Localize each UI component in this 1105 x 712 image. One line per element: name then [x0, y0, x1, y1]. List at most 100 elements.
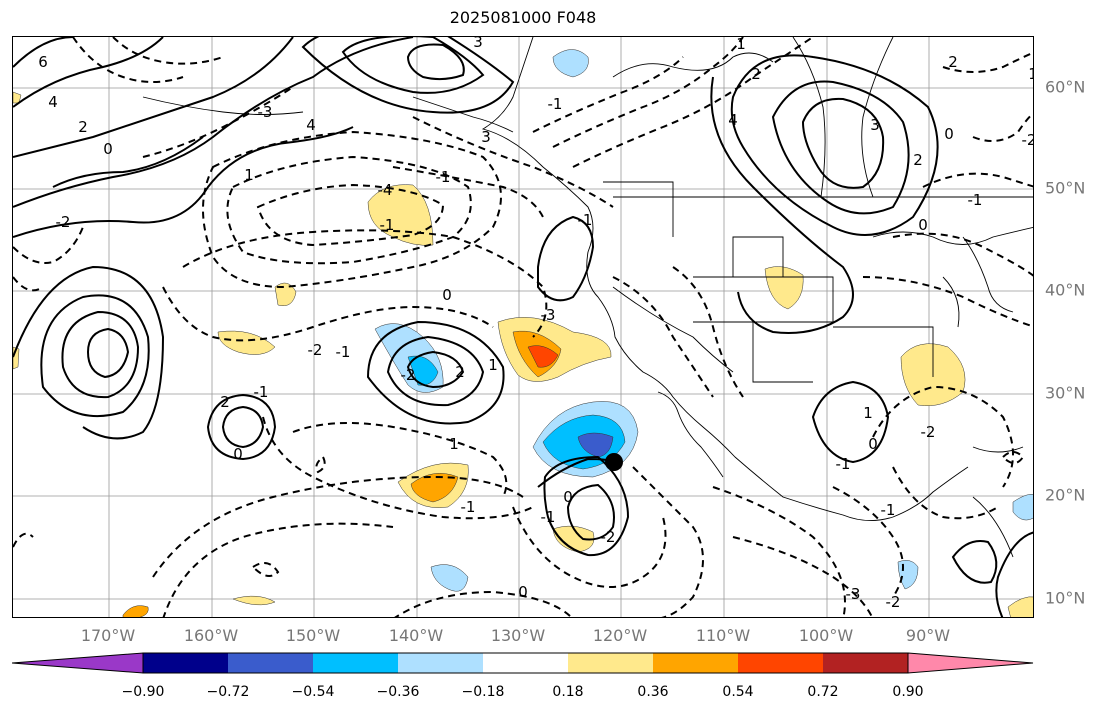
colorbar-extend-max: [907, 652, 1034, 674]
latitude-label: 50°N: [1045, 178, 1086, 198]
contour-label: -2: [308, 341, 323, 359]
contour-label: -1: [541, 508, 556, 526]
latitude-label: 40°N: [1045, 280, 1086, 300]
shade-patch: [1007, 596, 1033, 617]
colorbar-segment: [568, 653, 653, 673]
storm-marker: [605, 453, 623, 471]
longitude-label: 140°W: [388, 626, 444, 645]
contour-label: -2: [1022, 131, 1034, 149]
shade-patch: [274, 282, 297, 306]
shade-patch: [527, 345, 559, 368]
colorbar-tick-label: 0.72: [807, 684, 839, 700]
longitude-label: 110°W: [695, 626, 751, 645]
contour-label: 0: [103, 140, 113, 158]
contour-label: 1: [1028, 65, 1034, 83]
map-title: 2025081000 F048: [449, 8, 597, 27]
contour-label: 3: [473, 37, 483, 51]
colorbar-segment: [483, 653, 568, 673]
shade-patch: [232, 595, 276, 606]
shade-patch: [552, 49, 589, 78]
map-panel[interactable]: 6 4 2 0 -2 1 -3 -4 -1 4 3 2 -2 1 -1 0 -1 3 2 -1 0 -1 -2 0 -1 1 0 -1…: [12, 36, 1034, 618]
contour-label: 0: [868, 435, 878, 453]
contour-label: 3: [481, 128, 491, 146]
contour-label: -2: [56, 213, 71, 231]
graticule-grid: [13, 37, 1033, 617]
contour-label: -1: [578, 211, 593, 229]
colorbar-tick-label: −0.36: [376, 684, 420, 700]
latitude-label: 60°N: [1045, 77, 1086, 97]
colorbar-segment: [143, 653, 228, 673]
longitude-label: 160°W: [183, 626, 239, 645]
colorbar-tick-label: −0.90: [121, 684, 165, 700]
contour-label: 2: [948, 53, 958, 71]
contour-label: -1: [254, 383, 269, 401]
longitude-label: 90°W: [905, 626, 951, 645]
contour-label: 1: [736, 37, 746, 53]
map-canvas: 6 4 2 0 -2 1 -3 -4 -1 4 3 2 -2 1 -1 0 -1 3 2 -1 0 -1 -2 0 -1 1 0 -1…: [13, 37, 1034, 617]
longitude-label: 170°W: [80, 626, 136, 645]
shade-patch: [122, 605, 149, 617]
contour-label: 1: [449, 435, 459, 453]
contour-label: -2: [886, 593, 901, 611]
contour-label: -2: [401, 366, 416, 384]
latitude-label: 30°N: [1045, 383, 1086, 403]
colorbar-segment: [313, 653, 398, 673]
contour-label: 4: [48, 93, 58, 111]
contour-label: 0: [233, 445, 243, 463]
colorbar-extend-min: [12, 652, 144, 674]
longitude-label: 130°W: [490, 626, 546, 645]
colorbar: [12, 652, 1034, 674]
contour-label: 4: [728, 111, 738, 129]
contour-label: 0: [944, 125, 954, 143]
contour-label: -3: [846, 585, 861, 603]
contour-labels: 6 4 2 0 -2 1 -3 -4 -1 4 3 2 -2 1 -1 0 -1 3 2 -1 0 -1 -2 0 -1 1 0 -1…: [38, 37, 1034, 611]
colorbar-tick-label: 0.54: [722, 684, 754, 700]
contour-label: -1: [548, 95, 563, 113]
colorbar-tick-label: 0.18: [552, 684, 584, 700]
contour-label: -3: [258, 103, 273, 121]
contour-label: 3: [870, 116, 880, 134]
contours-negative: [13, 37, 1033, 617]
shade-patch: [1012, 494, 1033, 521]
latitude-label: 10°N: [1045, 588, 1086, 608]
contour-label: -3: [541, 306, 556, 324]
contour-label: -2: [921, 423, 936, 441]
colorbar-tick-label: −0.72: [206, 684, 250, 700]
contour-label: 0: [563, 488, 573, 506]
contour-label: 0: [518, 583, 528, 601]
colorbar-segment: [653, 653, 738, 673]
colorbar-frame: [142, 652, 909, 674]
contour-label: 2: [455, 363, 465, 381]
shade-patch: [577, 432, 614, 458]
longitude-label: 150°W: [285, 626, 341, 645]
contour-label: 2: [751, 65, 761, 83]
contour-label: -2: [601, 528, 616, 546]
colorbar-tick-label: −0.54: [291, 684, 335, 700]
contour-label: -1: [336, 343, 351, 361]
coastlines: [142, 37, 1033, 558]
colorbar-segment: [738, 653, 823, 673]
contour-label: 1: [244, 166, 254, 184]
contour-label: 1: [488, 356, 498, 374]
shade-patch: [897, 560, 919, 590]
contour-label: -1: [881, 501, 896, 519]
contour-label: 2: [220, 393, 230, 411]
storm-track: [537, 453, 623, 488]
contour-label: -1: [836, 455, 851, 473]
colorbar-tick-label: −0.18: [461, 684, 505, 700]
longitude-label: 100°W: [798, 626, 854, 645]
shade-patch: [217, 330, 276, 355]
longitude-label: 120°W: [592, 626, 648, 645]
contour-label: 0: [442, 286, 452, 304]
contour-label: -1: [461, 498, 476, 516]
contour-label: 6: [38, 53, 48, 71]
colorbar-segment: [398, 653, 483, 673]
contour-label: 4: [306, 116, 316, 134]
contour-label: -1: [380, 216, 395, 234]
colorbar-tick-label: 0.90: [892, 684, 924, 700]
contour-label: -4: [378, 181, 393, 199]
colorbar-tick-label: 0.36: [637, 684, 669, 700]
contour-label: 2: [913, 151, 923, 169]
shade-patch: [410, 473, 459, 503]
contour-label: 0: [918, 216, 928, 234]
